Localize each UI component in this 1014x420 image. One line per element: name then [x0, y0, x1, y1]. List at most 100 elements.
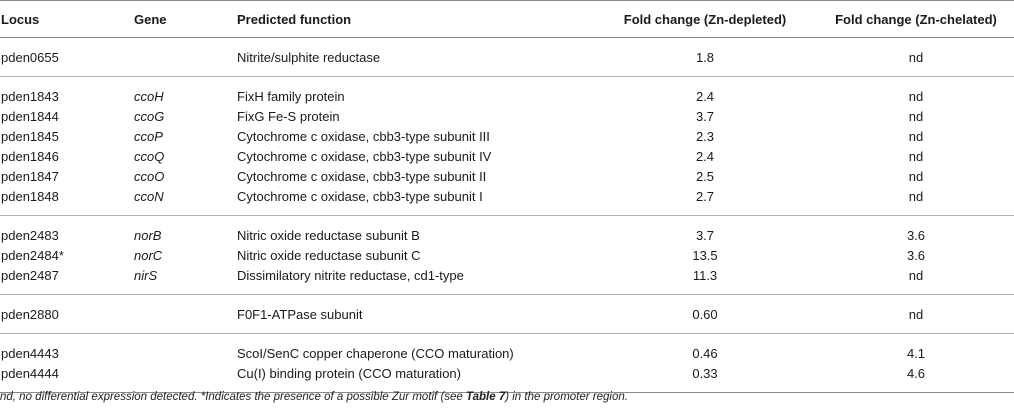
table-row: pden2880 F0F1-ATPase subunit 0.60 nd [0, 304, 1014, 324]
cell-function: ScoI/SenC copper chaperone (CCO maturati… [237, 345, 514, 361]
group-spacer [0, 324, 1014, 334]
cell-zn-chelated: nd [908, 168, 924, 184]
cell-function: FixG Fe-S protein [237, 108, 340, 124]
header-locus: Locus [1, 11, 40, 27]
cell-function: F0F1-ATPase subunit [237, 306, 363, 322]
cell-zn-depleted: 0.60 [692, 306, 718, 322]
cell-function: Cytochrome c oxidase, cbb3-type subunit … [237, 188, 483, 204]
table-row: pden0655 Nitrite/sulphite reductase 1.8 nd [0, 47, 1014, 67]
cell-zn-chelated: 3.6 [906, 227, 926, 243]
cell-locus: pden2483 [1, 227, 59, 243]
spacer-cell [0, 295, 1014, 305]
cell-function: FixH family protein [237, 88, 345, 104]
group-spacer [0, 38, 1014, 48]
cell-zn-depleted: 2.3 [695, 128, 715, 144]
cell-function: Cu(I) binding protein (CCO maturation) [237, 365, 461, 381]
cell-function: Nitrite/sulphite reductase [237, 49, 381, 65]
footnote-text-2: ) in the promoter region. [505, 391, 628, 403]
cell-zn-chelated: nd [908, 188, 924, 204]
group-spacer [0, 334, 1014, 344]
cell-gene: ccoO [134, 168, 165, 184]
spacer-cell [0, 206, 1014, 216]
spacer-cell [0, 77, 1014, 87]
cell-zn-depleted: 2.4 [695, 88, 715, 104]
cell-locus: pden0655 [1, 49, 59, 65]
cell-gene: norC [134, 247, 163, 263]
table-row: pden2483 norB Nitric oxide reductase subun… [0, 225, 1014, 245]
cell-zn-chelated: nd [908, 306, 924, 322]
spacer-cell [0, 38, 1014, 48]
cell-locus: pden1843 [1, 88, 59, 104]
row-group: pden0655 Nitrite/sulphite reductase 1.8 nd [0, 38, 1014, 77]
cell-locus: pden1845 [1, 128, 59, 144]
cell-zn-depleted: 0.46 [692, 345, 718, 361]
group-spacer [0, 67, 1014, 77]
table-row: pden4444 Cu(I) binding protein (CCO matur… [0, 363, 1014, 383]
spacer-cell [0, 67, 1014, 77]
cell-locus: pden1847 [1, 168, 59, 184]
spacer-cell [0, 285, 1014, 295]
cell-locus: pden4444 [1, 365, 59, 381]
spacer-cell [0, 324, 1014, 334]
table-row: pden2487 nirS Dissimilatory nitrite reduct… [0, 265, 1014, 285]
spacer-cell [0, 334, 1014, 344]
cell-gene: ccoN [134, 188, 164, 204]
cell-locus: pden4443 [1, 345, 59, 361]
cell-gene [133, 363, 236, 383]
footnote-table-ref: Table 7 [466, 391, 506, 403]
cell-zn-depleted: 3.7 [695, 108, 715, 124]
cell-zn-chelated: 3.6 [906, 247, 926, 263]
cell-zn-chelated: nd [908, 108, 924, 124]
cell-gene: ccoP [134, 128, 163, 144]
header-gene: Gene [134, 11, 167, 27]
header-row: Locus Gene Predicted function Fold chang… [0, 0, 1014, 38]
cell-zn-chelated: nd [908, 49, 924, 65]
cell-zn-chelated: nd [908, 148, 924, 164]
table-row: pden1843 ccoH FixH family protein 2.4 nd [0, 86, 1014, 106]
table-row: pden1847 ccoO Cytochrome c oxidase, cbb3-t… [0, 166, 1014, 186]
cell-gene [133, 343, 236, 363]
data-table: Locus Gene Predicted function Fold chang… [0, 0, 1014, 393]
group-spacer [0, 77, 1014, 87]
cell-zn-depleted: 2.7 [695, 188, 715, 204]
cell-gene: norB [134, 227, 162, 243]
header-zn-chelated: Fold change (Zn-chelated) [835, 11, 997, 27]
cell-function: Nitric oxide reductase subunit B [237, 227, 420, 243]
cell-zn-chelated: 4.6 [906, 365, 926, 381]
group-spacer [0, 295, 1014, 305]
footnote-text-1: nd, no differential expression detected.… [0, 391, 467, 403]
cell-zn-depleted: 3.7 [695, 227, 715, 243]
cell-zn-chelated: nd [908, 88, 924, 104]
cell-locus: pden2484* [1, 247, 64, 263]
table-row: pden1844 ccoG FixG Fe-S protein 3.7 nd [0, 106, 1014, 126]
row-group: pden4443 ScoI/SenC copper chaperone (CCO … [0, 334, 1014, 393]
table-row: pden1846 ccoQ Cytochrome c oxidase, cbb3-t… [0, 146, 1014, 166]
cell-gene: ccoQ [134, 148, 165, 164]
spacer-cell [0, 216, 1014, 226]
row-group: pden2880 F0F1-ATPase subunit 0.60 nd [0, 295, 1014, 334]
cell-gene: ccoH [134, 88, 164, 104]
header-function: Predicted function [237, 11, 352, 27]
cell-function: Nitric oxide reductase subunit C [237, 247, 421, 263]
row-group: pden2483 norB Nitric oxide reductase subun… [0, 216, 1014, 295]
cell-locus: pden1848 [1, 188, 59, 204]
cell-function: Cytochrome c oxidase, cbb3-type subunit … [237, 168, 487, 184]
cell-gene [133, 47, 236, 67]
table-row: pden4443 ScoI/SenC copper chaperone (CCO … [0, 343, 1014, 363]
cell-zn-chelated: nd [908, 128, 924, 144]
cell-zn-depleted: 11.3 [692, 267, 718, 283]
cell-gene [133, 304, 236, 324]
table-row: pden1845 ccoP Cytochrome c oxidase, cbb3-t… [0, 126, 1014, 146]
cell-locus: pden2880 [1, 306, 59, 322]
cell-gene: ccoG [134, 108, 165, 124]
row-group: pden1843 ccoH FixH family protein 2.4 nd pden… [0, 77, 1014, 216]
table-row: pden2484* norC Nitric oxide reductase subu… [0, 245, 1014, 265]
cell-locus: pden2487 [1, 267, 59, 283]
group-spacer [0, 285, 1014, 295]
cell-zn-depleted: 2.4 [695, 148, 715, 164]
table-header: Locus Gene Predicted function Fold chang… [0, 0, 1014, 38]
table-footnote: nd, no differential expression detected.… [0, 391, 1014, 403]
header-zn-depleted: Fold change (Zn-depleted) [623, 11, 787, 27]
cell-zn-depleted: 1.8 [695, 49, 715, 65]
